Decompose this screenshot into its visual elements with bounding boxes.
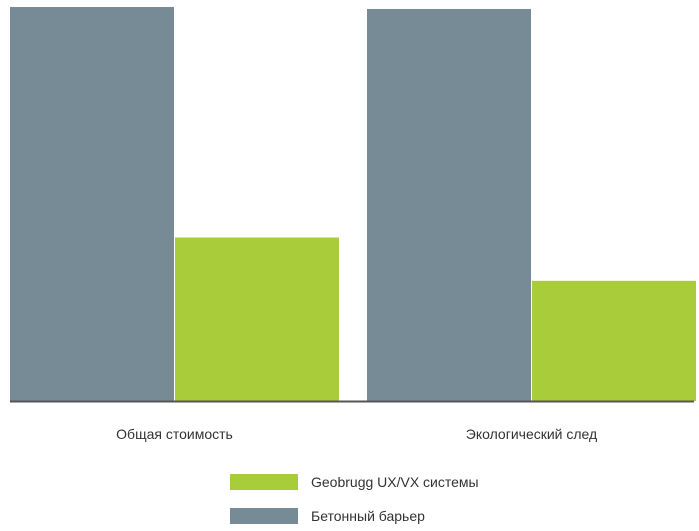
bar-geobrugg-ux-vx-системы-1 [532, 280, 696, 401]
bar-бетонный-барьер-0 [10, 7, 174, 401]
legend-label-бетонный-барьер: Бетонный барьер [311, 508, 425, 524]
bar-бетонный-барьер-1 [367, 8, 531, 401]
bar-geobrugg-ux-vx-системы-0 [175, 237, 339, 401]
legend-swatch-бетонный-барьер [230, 508, 298, 524]
legend-label-geobrugg-ux-vx-системы: Geobrugg UX/VX системы [311, 474, 479, 490]
x-tick-label-1: Экологический след [466, 426, 597, 442]
x-tick-label-0: Общая стоимость [116, 426, 233, 442]
legend-swatch-geobrugg-ux-vx-системы [230, 474, 298, 490]
